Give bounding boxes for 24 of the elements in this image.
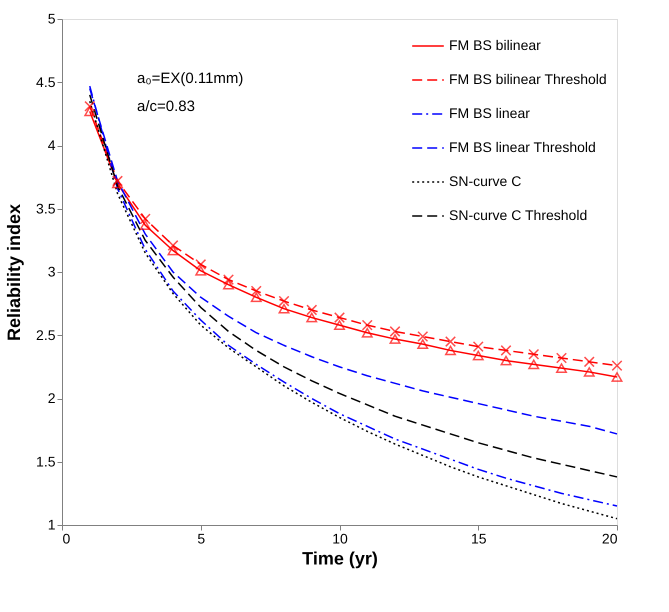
legend-label: SN-curve C Threshold — [449, 207, 588, 223]
y-tick-label: 4.5 — [36, 74, 56, 90]
legend-label: FM BS linear — [449, 105, 530, 121]
y-tick-label: 3 — [48, 264, 56, 280]
y-axis-title: Reliability index — [4, 204, 24, 342]
x-axis-title: Time (yr) — [302, 548, 378, 568]
legend-label: FM BS bilinear — [449, 37, 542, 53]
y-tick-label: 3.5 — [36, 200, 56, 216]
y-tick-label: 1.5 — [36, 453, 56, 470]
annotation: a₀=EX(0.11mm) — [137, 70, 244, 87]
y-tick-label: 5 — [48, 10, 56, 26]
legend-label: SN-curve C — [449, 173, 522, 189]
x-tick-label: 20 — [602, 530, 618, 546]
y-tick-label: 1 — [48, 516, 56, 532]
x-tick-label: 15 — [470, 530, 487, 546]
y-tick-label: 2.5 — [36, 326, 56, 343]
legend-label: FM BS bilinear Threshold — [449, 71, 607, 87]
x-tick-label: 10 — [332, 530, 348, 546]
y-tick-label: 4 — [48, 137, 56, 153]
annotation: a/c=0.83 — [137, 98, 195, 115]
x-tick-label: 0 — [62, 530, 70, 546]
legend-label: FM BS linear Threshold — [449, 139, 596, 155]
x-tick-label: 5 — [197, 530, 206, 546]
y-tick-label: 2 — [48, 390, 56, 406]
